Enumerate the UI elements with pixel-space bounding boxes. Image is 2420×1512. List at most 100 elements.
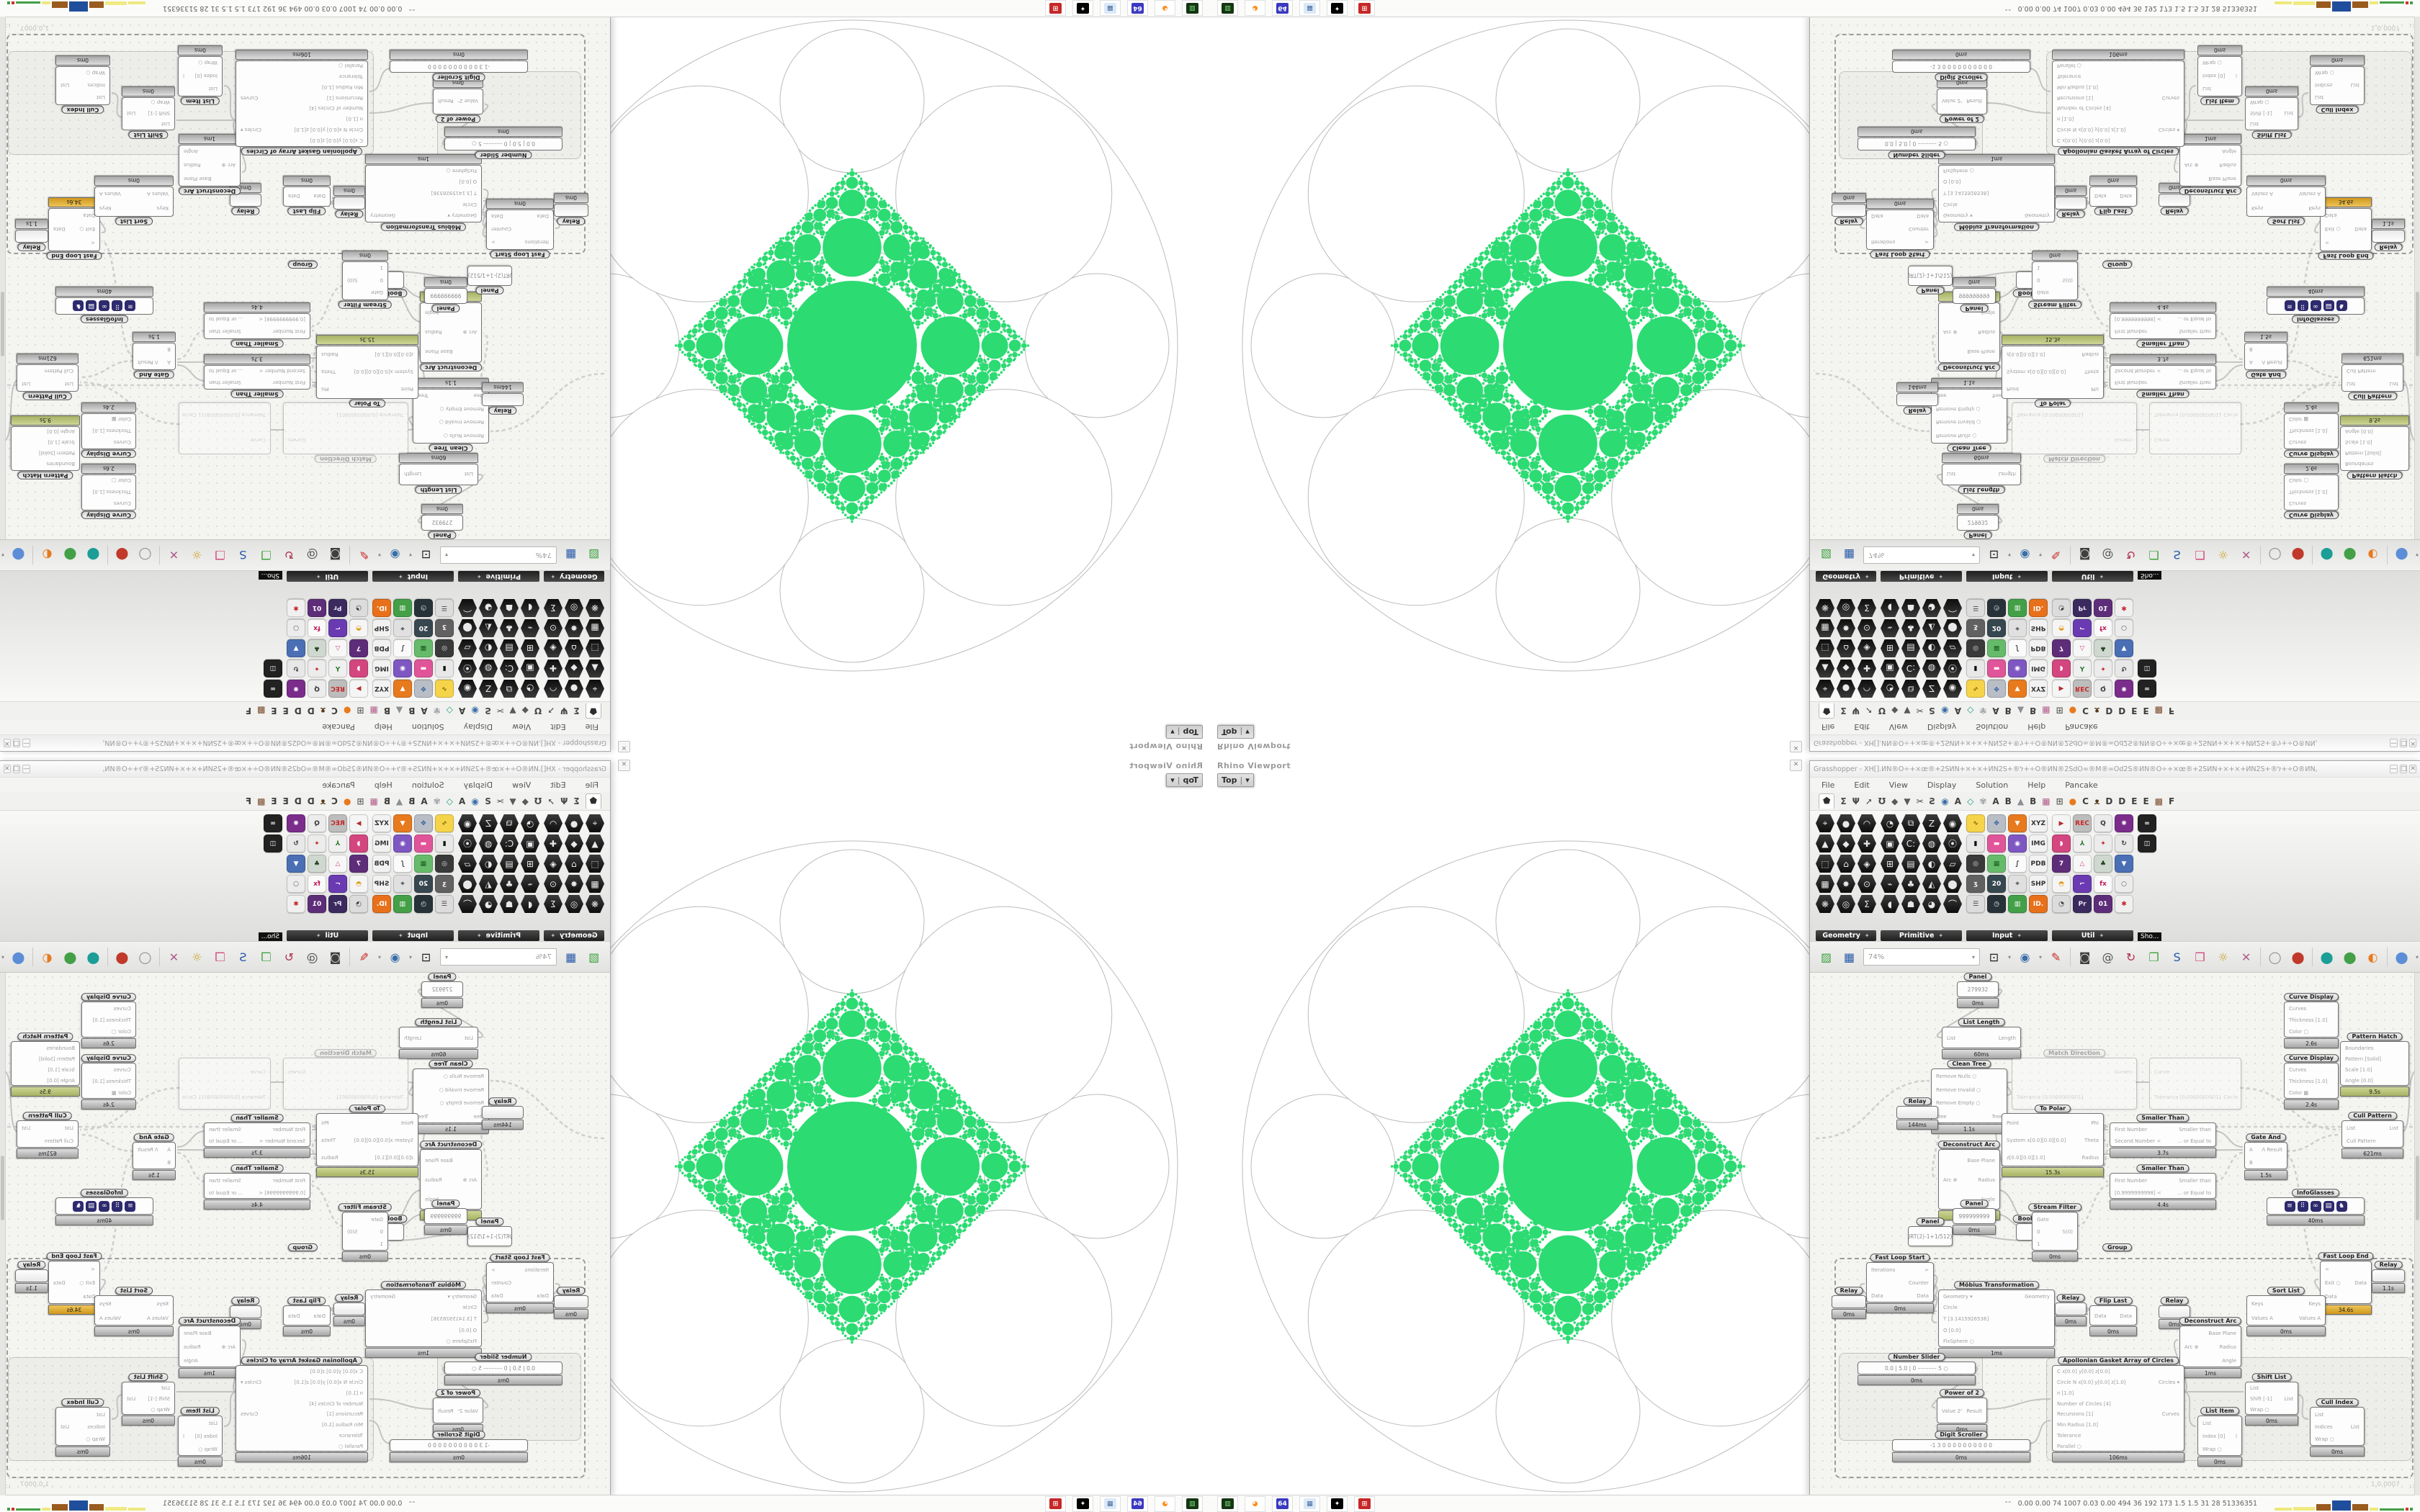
gh-node-relay[interactable]: Relay 0ms	[554, 193, 588, 225]
group-tag[interactable]: Group	[2102, 1243, 2133, 1251]
category-tab-15[interactable]: ▲	[395, 796, 403, 806]
component-icon[interactable]: XYZ	[2029, 814, 2048, 832]
category-tab-3[interactable]: ➚	[1865, 706, 1873, 716]
component-icon[interactable]: ✸	[1837, 875, 1855, 893]
gh-node-panel[interactable]: Panel 999999999 0ms	[424, 277, 467, 312]
category-tab-6[interactable]: ▼	[1904, 706, 1911, 716]
export-window-button[interactable]: ❐	[2148, 548, 2159, 562]
component-icon[interactable]: ◖	[521, 599, 539, 617]
gh-node-to-polar[interactable]: To Polar Point Phi System x[0.0][0.0][0.0] T…	[2002, 335, 2104, 408]
component-icon[interactable]: ◈	[544, 855, 563, 873]
component-icon[interactable]: ☰	[435, 599, 454, 617]
gh-node-stream-filter[interactable]: Stream Filter Gate 0 S(0) 1 0ms	[2028, 1203, 2081, 1261]
gh-node-relay[interactable]: Relay 0ms	[333, 186, 365, 218]
category-tab-8[interactable]: Ƨ	[1929, 706, 1936, 716]
gh-node-fast-loop-start[interactable]: Fast Loop Start Iterations > Counter Data Dat…	[1866, 199, 1934, 258]
component-icon[interactable]: ◫	[2138, 834, 2156, 852]
menu-item-display[interactable]: Display	[463, 780, 493, 790]
category-tab-9[interactable]: ◉	[471, 796, 479, 806]
category-tab-13[interactable]: A	[1992, 796, 1999, 806]
category-tab-11[interactable]: ◇	[446, 706, 453, 716]
component-icon[interactable]: SHP	[2029, 875, 2048, 893]
menu-item-view[interactable]: View	[512, 780, 532, 790]
component-icon[interactable]: ID.	[372, 599, 391, 617]
group-tag[interactable]: Group	[287, 1243, 318, 1251]
close-button[interactable]: ✕	[4, 739, 11, 748]
component-icon[interactable]: ◉	[458, 680, 477, 698]
gh-node-component[interactable]: Curve Tolerance [0.0000000001] Circle	[179, 402, 271, 454]
component-icon[interactable]: △	[2073, 639, 2092, 657]
gh-node-m-bius-transformation[interactable]: Möbius Transformation Geometry ▾ Geometry C…	[365, 154, 482, 231]
gh-node-shift-list[interactable]: Shift List List Shift [-1] List Wrap ○ 0ms	[122, 86, 175, 139]
palette-header-geometry[interactable]: Geometry ✦	[544, 571, 604, 582]
gh-node-clean-tree[interactable]: Clean Tree Remove Nulls ○ Remove Invalid ○…	[413, 378, 489, 452]
component-icon[interactable]: 01	[2094, 895, 2112, 913]
category-tab-10[interactable]: A	[458, 796, 466, 806]
calculator-icon[interactable]: ▦	[1100, 1495, 1121, 1512]
gh-node-curve-display[interactable]: Curve Display Curves Thickness [1.0] Color …	[2284, 464, 2339, 519]
component-icon[interactable]: ◠	[1857, 814, 1876, 832]
rhino-app-icon[interactable]: ✦	[1327, 0, 1348, 17]
component-icon[interactable]: ⌒	[458, 599, 477, 617]
gh-node-number-slider[interactable]: Number Slider 0.0 | 5.0 | 0 ––––––– 5 ○ 0m…	[444, 127, 563, 159]
component-icon[interactable]: ▥	[2008, 895, 2027, 913]
menu-item-help[interactable]: Help	[2027, 722, 2046, 732]
wires-display-button[interactable]: ✕	[2241, 950, 2251, 964]
rhino-viewport[interactable]: Rhino Viewport ✕ Top | ▾	[611, 17, 1210, 756]
category-tab-16[interactable]: B	[383, 796, 390, 806]
gh-node-relay[interactable]: Relay 0ms	[554, 1287, 588, 1319]
component-icon[interactable]: ∿	[435, 680, 454, 698]
gh-node-panel[interactable]: Panel 999999999 0ms	[1953, 277, 1996, 312]
gh-node-curve-display[interactable]: Curve Display Curves Thickness [1.0] Color …	[81, 1054, 136, 1110]
gh-node-panel[interactable]: Panel 279932 0ms	[421, 973, 463, 1008]
category-tab-24[interactable]: E	[2131, 796, 2138, 806]
component-icon[interactable]: ▥	[393, 599, 412, 617]
preview-shaded-button[interactable]: ⬤	[63, 950, 77, 964]
component-icon[interactable]: ⌖	[393, 875, 412, 893]
gh-node-panel[interactable]: Panel 279932 0ms	[1957, 504, 1999, 539]
drive-app-icon[interactable]: ▥	[1217, 1495, 1238, 1512]
category-tab-17[interactable]: ▦	[369, 706, 378, 716]
chevron-down-icon[interactable]: ▾	[1245, 775, 1250, 785]
gh-node-list-item[interactable]: List Item List Index [0] i Wrap ○ 0ms	[178, 45, 223, 105]
zoom-level-combo[interactable]: 74% ▾	[440, 948, 557, 966]
red-grid-icon[interactable]: ⊞	[1354, 1495, 1375, 1512]
component-icon[interactable]: ▶	[2052, 680, 2071, 698]
gh-node-number-slider[interactable]: Number Slider 0.0 | 5.0 | 0 ––––––– 5 ○ 0m…	[1857, 1353, 1976, 1385]
firefox-icon[interactable]: ◕	[1155, 1495, 1175, 1512]
component-icon[interactable]: ∫	[393, 855, 412, 873]
gh-node-gate-and[interactable]: Gate And A Λ Result B 1.5s	[2244, 1133, 2287, 1180]
gh-node-relay[interactable]: Relay 1.1s	[15, 219, 48, 251]
minimize-button[interactable]: —	[22, 764, 31, 773]
gh-node-shift-list[interactable]: Shift List List Shift [-1] List Wrap ○ 0ms	[2245, 86, 2298, 139]
category-tab-18[interactable]: ⊞	[357, 706, 364, 716]
minimize-button[interactable]: —	[2389, 764, 2398, 773]
minimize-button[interactable]: —	[22, 739, 31, 748]
component-icon[interactable]: Σ	[544, 599, 563, 617]
chevron-up-icon[interactable]: ⌃⌃	[409, 1500, 416, 1507]
gh-node-clean-tree[interactable]: Clean Tree Remove Nulls ○ Remove Invalid ○…	[413, 1060, 489, 1134]
component-icon[interactable]: △	[328, 639, 347, 657]
gh-node-flip-last[interactable]: Flip Last Data Data 0ms	[2089, 176, 2137, 215]
component-icon[interactable]: ⌖	[2008, 875, 2027, 893]
component-icon[interactable]: ✚	[1857, 660, 1876, 678]
palette-header-util[interactable]: Util ✦	[2052, 571, 2133, 582]
gh-node-sort-list[interactable]: Sort List Keys Keys Values A Values A 0ms	[94, 1287, 174, 1336]
category-tab-17[interactable]: ▦	[369, 796, 378, 806]
gh-node-list-item[interactable]: List Item List Index [0] i Wrap ○ 0ms	[178, 1407, 223, 1467]
category-tab-27[interactable]: F	[2169, 706, 2175, 716]
component-icon[interactable]: ✥	[1987, 680, 2006, 698]
category-tab-4[interactable]: Ʊ	[1878, 796, 1886, 806]
component-icon[interactable]: ▬	[1987, 834, 2006, 852]
chevron-down-icon[interactable]: ▾	[2039, 953, 2043, 960]
gha-recompute-button[interactable]: ↻	[2125, 548, 2136, 562]
component-icon[interactable]: ▣	[1881, 660, 1899, 678]
finder-search-button[interactable]: S	[2173, 548, 2181, 562]
gh-node-gate-and[interactable]: Gate And A Λ Result B 1.5s	[133, 332, 176, 379]
category-tab-27[interactable]: F	[2169, 796, 2175, 806]
menu-item-file[interactable]: File	[585, 780, 599, 790]
component-icon[interactable]: ◭	[479, 875, 498, 893]
gh-node-cull-index[interactable]: Cull Index List Indices List Wrap ○ 0ms	[55, 1398, 110, 1457]
sketch-pen-button[interactable]: ✎	[2051, 548, 2061, 562]
open-file-button[interactable]: ▨	[588, 548, 600, 562]
